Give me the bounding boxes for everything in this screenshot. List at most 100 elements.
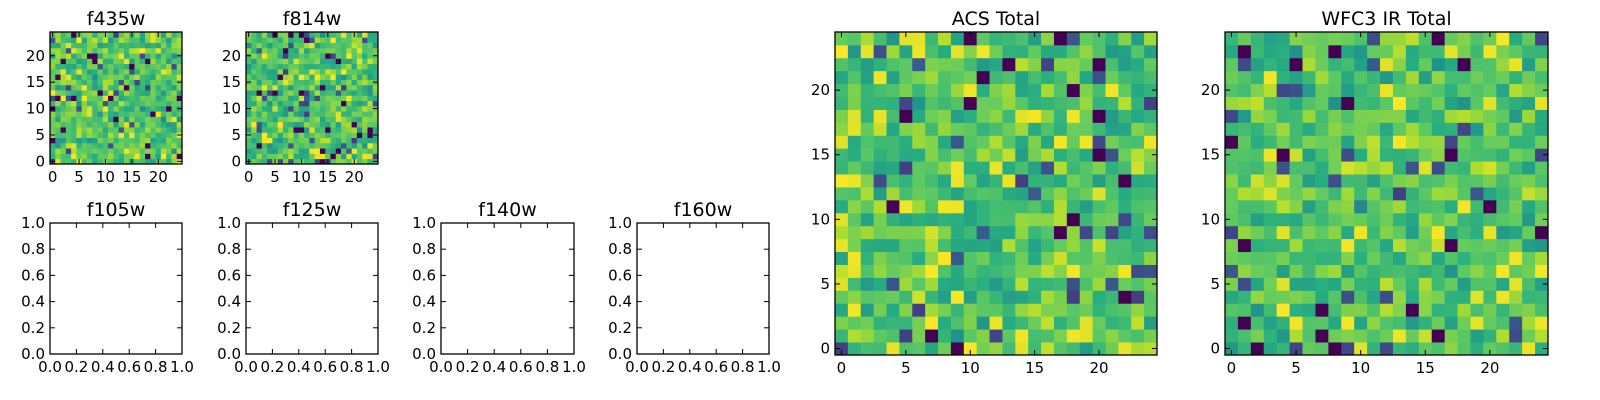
x-tick-label: 0.2 <box>64 358 88 376</box>
heatmap-cell <box>1144 174 1158 188</box>
heatmap-cell <box>76 105 83 112</box>
heatmap-cell <box>346 63 352 70</box>
heatmap-cell <box>304 127 310 133</box>
heatmap-cell <box>351 74 358 80</box>
heatmap-cell <box>1092 70 1106 85</box>
heatmap-cell <box>118 84 125 91</box>
heatmap-cell <box>1405 122 1420 136</box>
heatmap-cell <box>71 142 77 149</box>
heatmap-cell <box>1380 174 1394 188</box>
heatmap-cell <box>272 90 279 96</box>
heatmap-cell <box>912 122 926 136</box>
heatmap-cell <box>1341 109 1355 123</box>
heatmap-cell <box>1053 135 1068 149</box>
heatmap-cell <box>847 161 862 175</box>
heatmap-cell <box>1041 199 1055 214</box>
heatmap-cell <box>1470 174 1484 188</box>
heatmap-cell <box>835 225 849 240</box>
heatmap-cell <box>330 116 337 123</box>
heatmap-cell <box>1380 109 1394 123</box>
heatmap-cell <box>341 158 347 165</box>
heatmap-cell <box>1250 148 1265 162</box>
heatmap-cell <box>145 37 151 43</box>
heatmap-cell <box>298 47 305 54</box>
heatmap-cell <box>108 47 114 54</box>
heatmap-cell <box>351 37 358 43</box>
heatmap-cell <box>304 132 310 138</box>
heatmap-cell <box>288 111 294 117</box>
heatmap-cell <box>246 68 252 75</box>
heatmap-cell <box>246 37 252 43</box>
heatmap-cell <box>288 105 294 112</box>
heatmap-cell <box>912 135 926 149</box>
heatmap-cell <box>1263 122 1278 136</box>
heatmap-cell <box>1522 109 1536 123</box>
heatmap-cell <box>267 132 273 138</box>
heatmap-cell <box>113 63 120 70</box>
heatmap-cell <box>963 44 978 59</box>
heatmap-cell <box>899 225 913 240</box>
heatmap-cell <box>1315 161 1329 175</box>
heatmap-cell <box>1431 57 1446 72</box>
heatmap-cell <box>989 238 1003 253</box>
heatmap-cell <box>847 57 862 72</box>
heatmap-cell <box>1105 316 1119 330</box>
heatmap-cell <box>1105 225 1119 240</box>
heatmap-cell <box>97 58 104 65</box>
heatmap-cell <box>362 47 368 54</box>
y-tick-label: 0.6 <box>412 266 436 284</box>
heatmap-cell <box>150 127 156 133</box>
axes-frame <box>834 31 1158 356</box>
heatmap-cell <box>938 122 952 136</box>
heatmap-cell <box>1496 32 1510 46</box>
heatmap-cell <box>1341 238 1355 253</box>
heatmap-cell <box>288 158 294 165</box>
heatmap-cell <box>55 116 61 123</box>
heatmap-cell <box>873 251 887 265</box>
heatmap-cell <box>899 122 913 136</box>
heatmap-cell <box>129 142 135 149</box>
heatmap-cell <box>102 100 109 107</box>
heatmap-cell <box>1066 342 1081 356</box>
heatmap-cell <box>886 32 900 46</box>
heatmap-cell <box>835 135 849 149</box>
heatmap-cell <box>50 42 56 49</box>
heatmap-cell <box>1431 135 1446 149</box>
heatmap-cell <box>1418 290 1433 304</box>
heatmap-cell <box>256 53 263 59</box>
heatmap-cell <box>1079 187 1093 201</box>
heatmap-cell <box>950 187 965 201</box>
heatmap-cell <box>1041 96 1055 110</box>
heatmap-cell <box>1302 32 1316 46</box>
heatmap-cell <box>925 70 939 85</box>
heatmap-cell <box>1328 238 1342 253</box>
heatmap-cell <box>304 142 310 149</box>
heatmap-cell <box>1250 32 1265 46</box>
heatmap-cell <box>899 70 913 85</box>
heatmap-cell <box>1535 199 1549 214</box>
heatmap-cell <box>288 121 294 128</box>
heatmap-cell <box>1079 316 1093 330</box>
heatmap-cell <box>1263 212 1278 227</box>
heatmap-cell <box>351 132 358 138</box>
heatmap-cell <box>1418 70 1433 85</box>
heatmap-cell <box>246 95 252 102</box>
y-tick-label: 20 <box>811 81 830 99</box>
heatmap-cell <box>1015 277 1029 291</box>
heatmap-cell <box>150 68 156 75</box>
heatmap-cell <box>886 342 900 356</box>
heatmap-cell <box>341 42 347 49</box>
heatmap-cell <box>1380 161 1394 175</box>
heatmap-cell <box>1131 122 1145 136</box>
heatmap-cell <box>925 238 939 253</box>
heatmap-cell <box>246 74 252 80</box>
heatmap-cell <box>1496 251 1510 265</box>
heatmap-cell <box>367 53 374 59</box>
heatmap-cell <box>50 142 56 149</box>
heatmap-cell <box>139 100 146 107</box>
heatmap-cell <box>351 53 358 59</box>
heatmap-cell <box>1144 44 1158 59</box>
heatmap-cell <box>1470 161 1484 175</box>
heatmap-cell <box>1483 199 1497 214</box>
heatmap-cell <box>335 58 342 65</box>
